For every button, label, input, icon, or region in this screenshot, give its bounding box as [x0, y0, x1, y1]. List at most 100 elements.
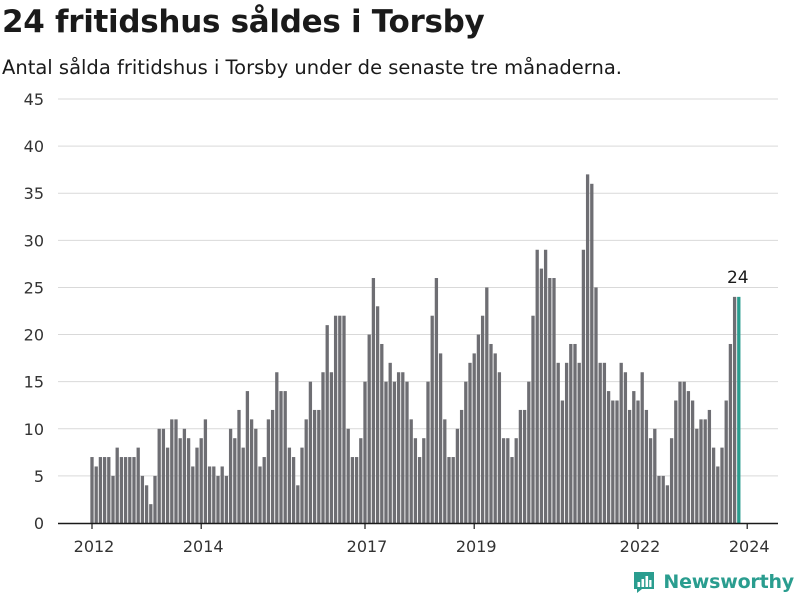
- bar: [669, 438, 674, 523]
- bar: [380, 343, 384, 523]
- bar: [329, 372, 334, 523]
- bar: [539, 268, 544, 523]
- bar: [707, 409, 712, 523]
- bar: [564, 362, 569, 523]
- bar: [317, 409, 321, 523]
- bar: [396, 372, 401, 523]
- bar: [128, 457, 132, 523]
- bar: [111, 475, 115, 523]
- bar: [690, 400, 695, 523]
- bar: [342, 315, 346, 523]
- x-tick-label: 2024: [729, 537, 770, 556]
- y-tick-label: 20: [24, 326, 44, 345]
- bar: [119, 457, 124, 523]
- bar-chart-icon: [634, 572, 655, 593]
- bar: [619, 362, 623, 523]
- bar: [434, 278, 439, 523]
- bar: [296, 485, 300, 523]
- bar: [270, 409, 275, 523]
- bar: [661, 475, 665, 523]
- bar: [674, 400, 678, 523]
- bar: [375, 306, 380, 523]
- bar: [632, 391, 636, 523]
- bar: [594, 287, 598, 523]
- y-tick-label: 25: [24, 278, 44, 297]
- bar: [199, 438, 203, 523]
- y-tick-label: 30: [24, 231, 44, 250]
- bar: [182, 428, 187, 523]
- bar: [548, 278, 552, 523]
- bar: [648, 438, 653, 523]
- bar: [665, 485, 670, 523]
- bar: [144, 485, 149, 523]
- bar: [443, 419, 447, 523]
- bar: [191, 466, 195, 523]
- bar: [401, 372, 405, 523]
- bar: [543, 249, 548, 523]
- newsworthy-logo: Newsworthy: [632, 570, 794, 594]
- bar: [711, 447, 716, 523]
- bar: [325, 325, 329, 523]
- bar: [254, 428, 258, 523]
- bar: [321, 372, 325, 523]
- bar: [132, 457, 136, 523]
- bar: [300, 447, 304, 523]
- bar: [157, 428, 161, 523]
- bar: [535, 249, 539, 523]
- bar: [237, 409, 241, 523]
- bar: [430, 315, 434, 523]
- bar: [611, 400, 615, 523]
- bar: [354, 457, 359, 523]
- y-tick-label: 35: [24, 184, 44, 203]
- bar: [716, 466, 720, 523]
- bar: [350, 457, 355, 523]
- bar: [606, 391, 611, 523]
- bar: [207, 466, 212, 523]
- bar: [438, 353, 443, 523]
- bar: [170, 419, 174, 523]
- bar: [699, 419, 703, 523]
- bar: [304, 419, 308, 523]
- x-tick-label: 2017: [347, 537, 388, 556]
- bar: [480, 315, 485, 523]
- bar: [556, 362, 560, 523]
- bar: [703, 419, 707, 523]
- bar: [472, 353, 476, 523]
- bar: [476, 334, 481, 523]
- chart-title: 24 fritidshus såldes i Torsby: [2, 4, 485, 40]
- bar: [161, 428, 166, 523]
- bar: [216, 475, 220, 523]
- bar: [220, 466, 224, 523]
- bar: [623, 372, 628, 523]
- bar: [527, 381, 531, 523]
- bar: [598, 362, 602, 523]
- data-label: 24: [727, 268, 749, 288]
- bar: [510, 457, 514, 523]
- bar: [724, 400, 728, 523]
- bar: [501, 438, 506, 523]
- bar: [417, 457, 422, 523]
- bar: [585, 174, 590, 523]
- bar: [388, 362, 392, 523]
- bar: [98, 457, 103, 523]
- bar: [363, 381, 367, 523]
- bar: [283, 391, 287, 523]
- bar: [686, 391, 691, 523]
- bar: [653, 428, 657, 523]
- bar: [569, 343, 573, 523]
- bar: [590, 183, 594, 524]
- bar: [233, 438, 237, 523]
- chart-subtitle: Antal sålda fritidshus i Torsby under de…: [2, 56, 622, 79]
- bar: [338, 315, 342, 523]
- highlight-bar: [737, 296, 741, 523]
- bar: [258, 466, 262, 523]
- bar: [153, 475, 157, 523]
- bar: [102, 457, 107, 523]
- bar: [447, 457, 451, 523]
- bar: [140, 475, 145, 523]
- bar: [107, 457, 111, 523]
- y-tick-label: 15: [24, 373, 44, 392]
- bar: [426, 381, 430, 523]
- bar: [195, 447, 199, 523]
